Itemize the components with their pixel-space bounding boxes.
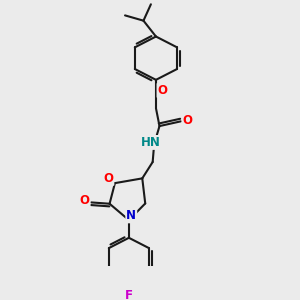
Text: O: O [182,114,193,127]
Text: O: O [158,84,167,97]
Text: HN: HN [141,136,161,149]
Text: O: O [80,194,90,207]
Text: O: O [103,172,113,185]
Text: F: F [125,290,133,300]
Text: N: N [126,209,136,222]
